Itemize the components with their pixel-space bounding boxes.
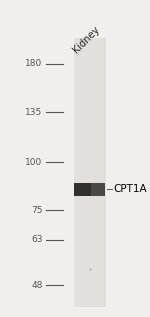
Bar — [74, 183, 105, 197]
Text: 63: 63 — [31, 235, 43, 244]
Text: 48: 48 — [31, 281, 43, 290]
Bar — [74, 38, 106, 307]
Text: Kidney: Kidney — [71, 24, 101, 55]
Text: 135: 135 — [25, 107, 43, 117]
Bar — [74, 183, 91, 197]
Text: 180: 180 — [25, 59, 43, 68]
Text: CPT1A: CPT1A — [113, 184, 147, 194]
Text: 100: 100 — [25, 158, 43, 167]
Text: 75: 75 — [31, 206, 43, 215]
